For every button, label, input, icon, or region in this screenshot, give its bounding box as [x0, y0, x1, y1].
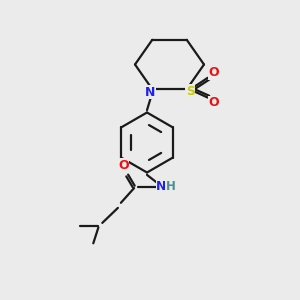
- Text: O: O: [118, 159, 129, 172]
- Text: O: O: [208, 66, 219, 79]
- Text: O: O: [208, 97, 219, 110]
- Text: N: N: [145, 86, 155, 99]
- Text: N: N: [156, 180, 167, 194]
- Text: H: H: [166, 180, 176, 194]
- Text: S: S: [186, 85, 195, 98]
